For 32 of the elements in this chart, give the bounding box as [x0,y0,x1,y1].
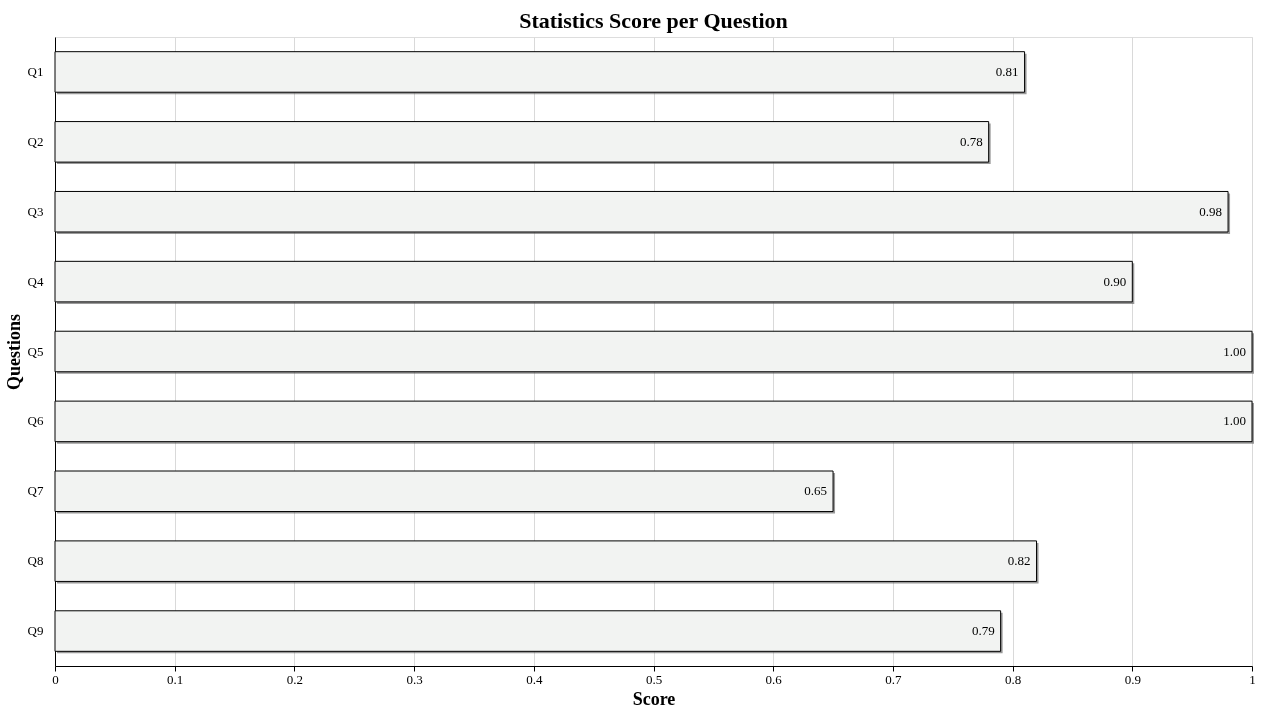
data-label: 1.00 [1223,343,1246,359]
x-tick-label: 0.7 [885,671,903,687]
y-tick-label: Q8 [27,553,44,569]
x-tick-label: 1 [1249,671,1256,687]
y-tick-label: Q1 [27,63,44,79]
data-label: 0.90 [1103,273,1127,289]
data-label: 1.00 [1223,413,1246,429]
data-label: 0.82 [1007,553,1031,569]
data-label: 0.81 [995,63,1019,79]
y-tick-label: Q9 [27,623,44,639]
x-tick-label: 0.4 [526,671,543,687]
x-tick-label: 0.8 [1004,671,1022,687]
y-tick-label: Q6 [27,413,44,429]
data-label: 0.65 [804,483,828,499]
y-tick-label: Q3 [27,203,44,219]
x-tick-label: 0.6 [765,671,783,687]
y-tick-label: Q5 [27,343,44,359]
y-tick-label: Q2 [27,133,44,149]
x-tick-label: 0.1 [167,671,184,687]
y-axis-title: Questions [3,313,24,391]
y-tick-label: Q7 [27,483,44,499]
data-label: 0.79 [971,623,995,639]
y-tick-label: Q4 [27,273,44,289]
x-tick-label: 0.5 [645,671,663,687]
x-tick-label: 0.2 [286,671,304,687]
x-tick-label: 0 [52,671,59,687]
x-tick-label: 0.9 [1124,671,1141,687]
x-axis-title: Score [632,688,676,709]
data-label: 0.98 [1199,203,1223,219]
x-tick-label: 0.3 [406,671,423,687]
data-label: 0.78 [959,133,983,149]
chart-title: Statistics Score per Question [519,8,788,33]
